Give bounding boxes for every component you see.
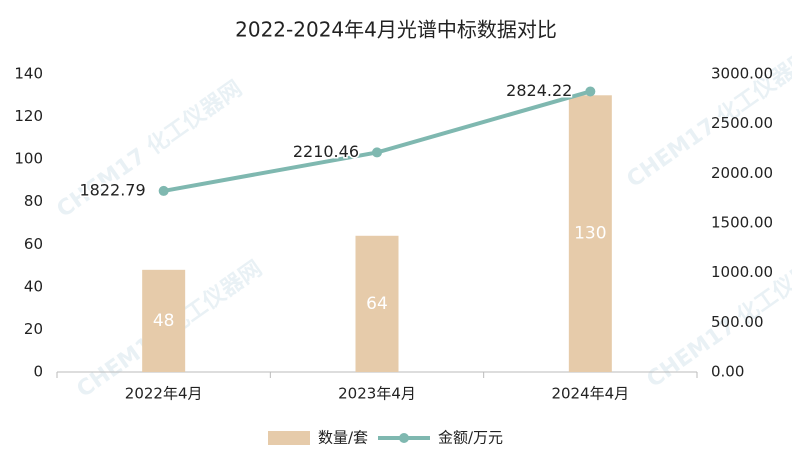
bar-value-label: 64	[366, 294, 388, 314]
y2-tick-label: 2500.00	[711, 114, 773, 132]
y-tick-label: 40	[24, 277, 43, 295]
x-tick-label: 2023年4月	[338, 385, 416, 403]
line-marker	[372, 147, 382, 158]
y-tick-label: 0	[33, 363, 43, 381]
y2-tick-label: 3000.00	[711, 65, 773, 83]
y-tick-label: 140	[14, 65, 43, 83]
y2-tick-label: 2000.00	[711, 164, 773, 182]
y2-tick-label: 1500.00	[711, 214, 773, 232]
legend-label: 金额/万元	[438, 429, 503, 447]
y-tick-label: 80	[24, 192, 43, 210]
chart-title: 2022-2024年4月光谱中标数据对比	[235, 18, 557, 42]
y-tick-label: 60	[24, 235, 43, 253]
legend-label: 数量/套	[318, 429, 368, 447]
legend-swatch	[399, 433, 409, 443]
bar-value-label: 48	[153, 311, 175, 331]
y-tick-label: 120	[14, 107, 43, 125]
y-tick-label: 100	[14, 150, 43, 168]
y2-tick-label: 500.00	[711, 313, 764, 331]
watermark: CHEM17 化工仪器网	[52, 76, 247, 223]
x-tick-label: 2022年4月	[125, 385, 203, 403]
bar	[568, 95, 612, 373]
line-value-label: 2210.46	[293, 142, 359, 161]
bar	[355, 235, 399, 372]
line-value-label: 2824.22	[506, 81, 572, 100]
y-tick-label: 20	[24, 320, 43, 338]
y2-tick-label: 0.00	[711, 363, 744, 381]
y2-tick-label: 1000.00	[711, 263, 773, 281]
line-marker	[158, 185, 169, 196]
bar-value-label: 130	[574, 224, 606, 244]
line-marker	[585, 86, 596, 97]
bar	[142, 269, 186, 372]
legend-swatch	[268, 431, 310, 445]
line-value-label: 1822.79	[79, 180, 145, 199]
x-tick-label: 2024年4月	[551, 385, 629, 403]
